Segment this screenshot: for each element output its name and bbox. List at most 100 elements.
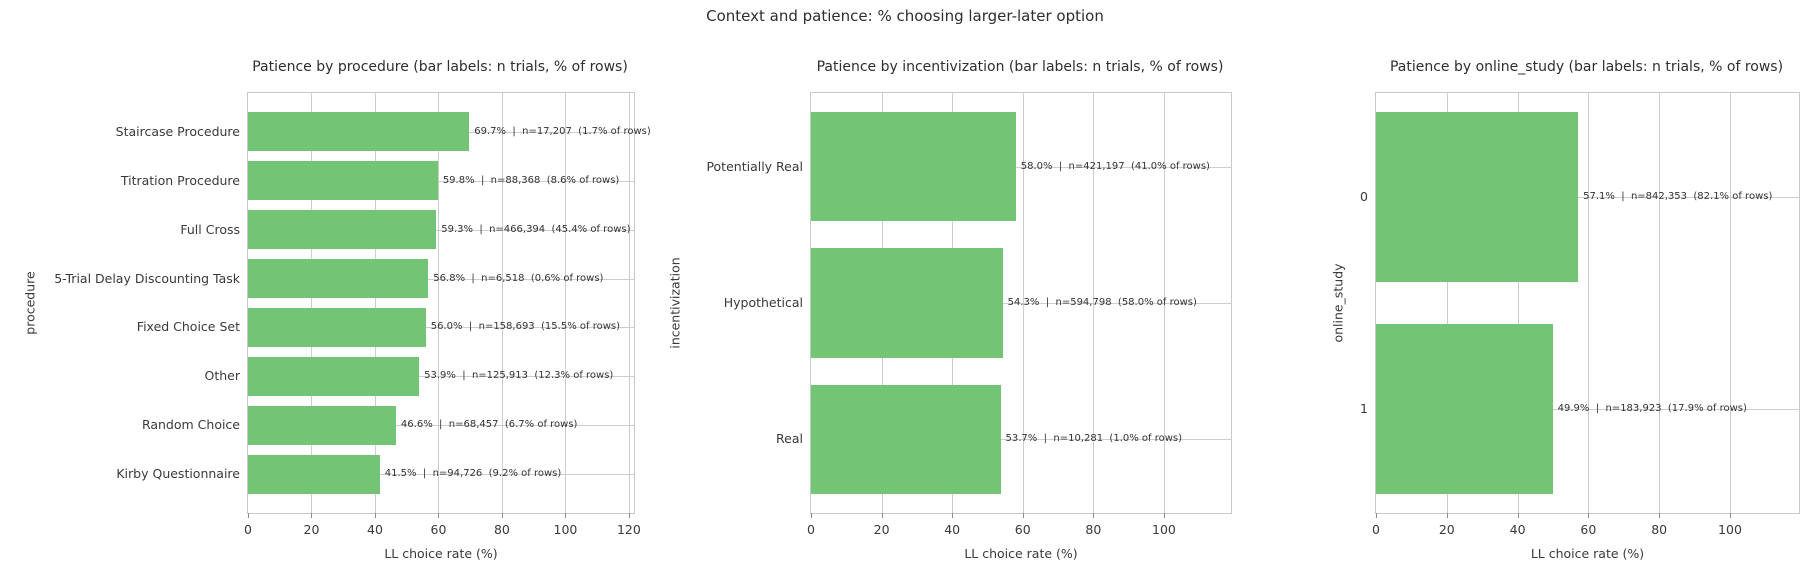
xtick-label: 60 — [1580, 522, 1597, 537]
bar-label: 56.8% | n=6,518 (0.6% of rows) — [433, 272, 604, 284]
bar-procedure-7 — [248, 454, 380, 494]
ytick-label: 1 — [1360, 400, 1368, 416]
ytick-label: Random Choice — [141, 417, 240, 433]
xtick-label: 20 — [1438, 522, 1455, 537]
bar-label: 56.0% | n=158,693 (15.5% of rows) — [430, 321, 620, 333]
xtick-label: 120 — [616, 522, 641, 537]
ytick-label: Full Cross — [180, 221, 240, 237]
bar-incentivization-0 — [811, 112, 1016, 222]
gridline — [311, 93, 313, 513]
gridline — [248, 229, 634, 231]
ylabel-procedure: procedure — [22, 271, 38, 335]
xtick-label: 20 — [303, 522, 320, 537]
xtick-label: 0 — [244, 522, 252, 537]
gridline — [1376, 409, 1799, 411]
xtick-mark — [438, 513, 440, 518]
ytick-label: Real — [776, 431, 803, 447]
gridline — [811, 166, 1231, 168]
xtick-label: 20 — [873, 522, 890, 537]
figure-title: Context and patience: % choosing larger-… — [706, 7, 1104, 25]
xtick-mark — [1729, 513, 1731, 518]
xtick-mark — [1376, 513, 1377, 518]
bar-label: 59.8% | n=88,368 (8.6% of rows) — [442, 174, 620, 186]
bar-procedure-6 — [248, 405, 396, 445]
gridline — [628, 93, 630, 513]
bar-label: 57.1% | n=842,353 (82.1% of rows) — [1583, 190, 1773, 202]
xtick-mark — [1659, 513, 1661, 518]
subplot-title-procedure: Patience by procedure (bar labels: n tri… — [252, 59, 628, 75]
ytick-label: Other — [204, 368, 241, 384]
xtick-mark — [311, 513, 313, 518]
gridline — [248, 425, 634, 427]
xtick-label: 80 — [493, 522, 510, 537]
gridline — [248, 278, 634, 280]
xtick-label: 40 — [944, 522, 961, 537]
bar-label: 58.0% | n=421,197 (41.0% of rows) — [1020, 160, 1210, 172]
plot-area-incentivization: 58.0% | n=421,197 (41.0% of rows) Potenti… — [668, 92, 1232, 561]
ytick-label: Staircase Procedure — [115, 123, 240, 139]
xtick-mark — [374, 513, 376, 518]
ytick-label: Potentially Real — [706, 158, 803, 174]
bar-label: 59.3% | n=466,394 (45.4% of rows) — [441, 223, 631, 235]
xtick-mark — [1446, 513, 1448, 518]
bar-incentivization-1 — [811, 248, 1003, 358]
gridline — [1659, 93, 1661, 513]
gridline — [1729, 93, 1731, 513]
xtick-mark — [1517, 513, 1519, 518]
xtick-label: 80 — [1651, 522, 1668, 537]
bar-label: 53.9% | n=125,913 (12.3% of rows) — [424, 370, 614, 382]
xtick-label: 0 — [1372, 522, 1380, 537]
xtick-mark — [1163, 513, 1165, 518]
xtick-label: 40 — [367, 522, 383, 537]
xtick-mark — [501, 513, 503, 518]
gridline — [811, 439, 1231, 441]
gridline — [248, 327, 634, 329]
bar-online_study-1 — [1376, 324, 1553, 494]
xtick-label: 60 — [430, 522, 447, 537]
xtick-label: 80 — [1085, 522, 1102, 537]
ytick-label: Fixed Choice Set — [136, 319, 240, 335]
bar-label: 53.7% | n=10,281 (1.0% of rows) — [1005, 433, 1183, 445]
xtick-mark — [1022, 513, 1024, 518]
ylabel-incentivization: incentivization — [667, 257, 683, 349]
plot-area-procedure: 69.7% | n=17,207 (1.7% of rows) Staircase… — [23, 92, 651, 561]
xtick-mark — [565, 513, 567, 518]
ytick-label: Titration Procedure — [120, 172, 240, 188]
gridline — [438, 93, 440, 513]
xlabel-incentivization: LL choice rate (%) — [964, 546, 1078, 561]
xtick-mark — [1093, 513, 1095, 518]
gridline — [501, 93, 503, 513]
bar-label: 69.7% | n=17,207 (1.7% of rows) — [474, 125, 651, 137]
bar-procedure-2 — [248, 209, 437, 250]
xtick-label: 60 — [1014, 522, 1031, 537]
gridline — [1588, 93, 1590, 513]
plot-area-online_study: 57.1% | n=842,353 (82.1% of rows) 0 49.9% … — [1331, 92, 1800, 561]
gridline — [811, 303, 1231, 304]
ytick-label: 5-Trial Delay Discounting Task — [54, 270, 240, 286]
bar-procedure-4 — [248, 307, 426, 348]
xtick-mark — [952, 513, 954, 518]
ytick-label: Hypothetical — [723, 294, 803, 310]
xtick-mark — [811, 513, 812, 518]
bar-procedure-5 — [248, 356, 420, 396]
bar-procedure-3 — [248, 258, 429, 299]
gridline — [1376, 196, 1799, 198]
bar-online_study-0 — [1376, 112, 1579, 282]
xlabel-online_study: LL choice rate (%) — [1530, 546, 1645, 561]
xtick-label: 100 — [1718, 522, 1742, 537]
gridline — [1517, 93, 1519, 513]
gridline — [248, 376, 634, 378]
bar-label: 49.9% | n=183,923 (17.9% of rows) — [1557, 403, 1747, 415]
bar-label: 46.6% | n=68,457 (6.7% of rows) — [400, 419, 578, 431]
gridline — [374, 93, 376, 513]
subplot-title-incentivization: Patience by incentivization (bar labels:… — [816, 59, 1224, 75]
xtick-label: 40 — [1509, 522, 1526, 537]
xlabel-procedure: LL choice rate (%) — [384, 546, 498, 561]
xtick-label: 100 — [1152, 522, 1176, 537]
xtick-mark — [1588, 513, 1590, 518]
xtick-mark — [628, 513, 630, 518]
bar-label: 41.5% | n=94,726 (9.2% of rows) — [384, 468, 562, 480]
bar-label: 54.3% | n=594,798 (58.0% of rows) — [1007, 297, 1197, 308]
ytick-label: 0 — [1360, 188, 1368, 204]
